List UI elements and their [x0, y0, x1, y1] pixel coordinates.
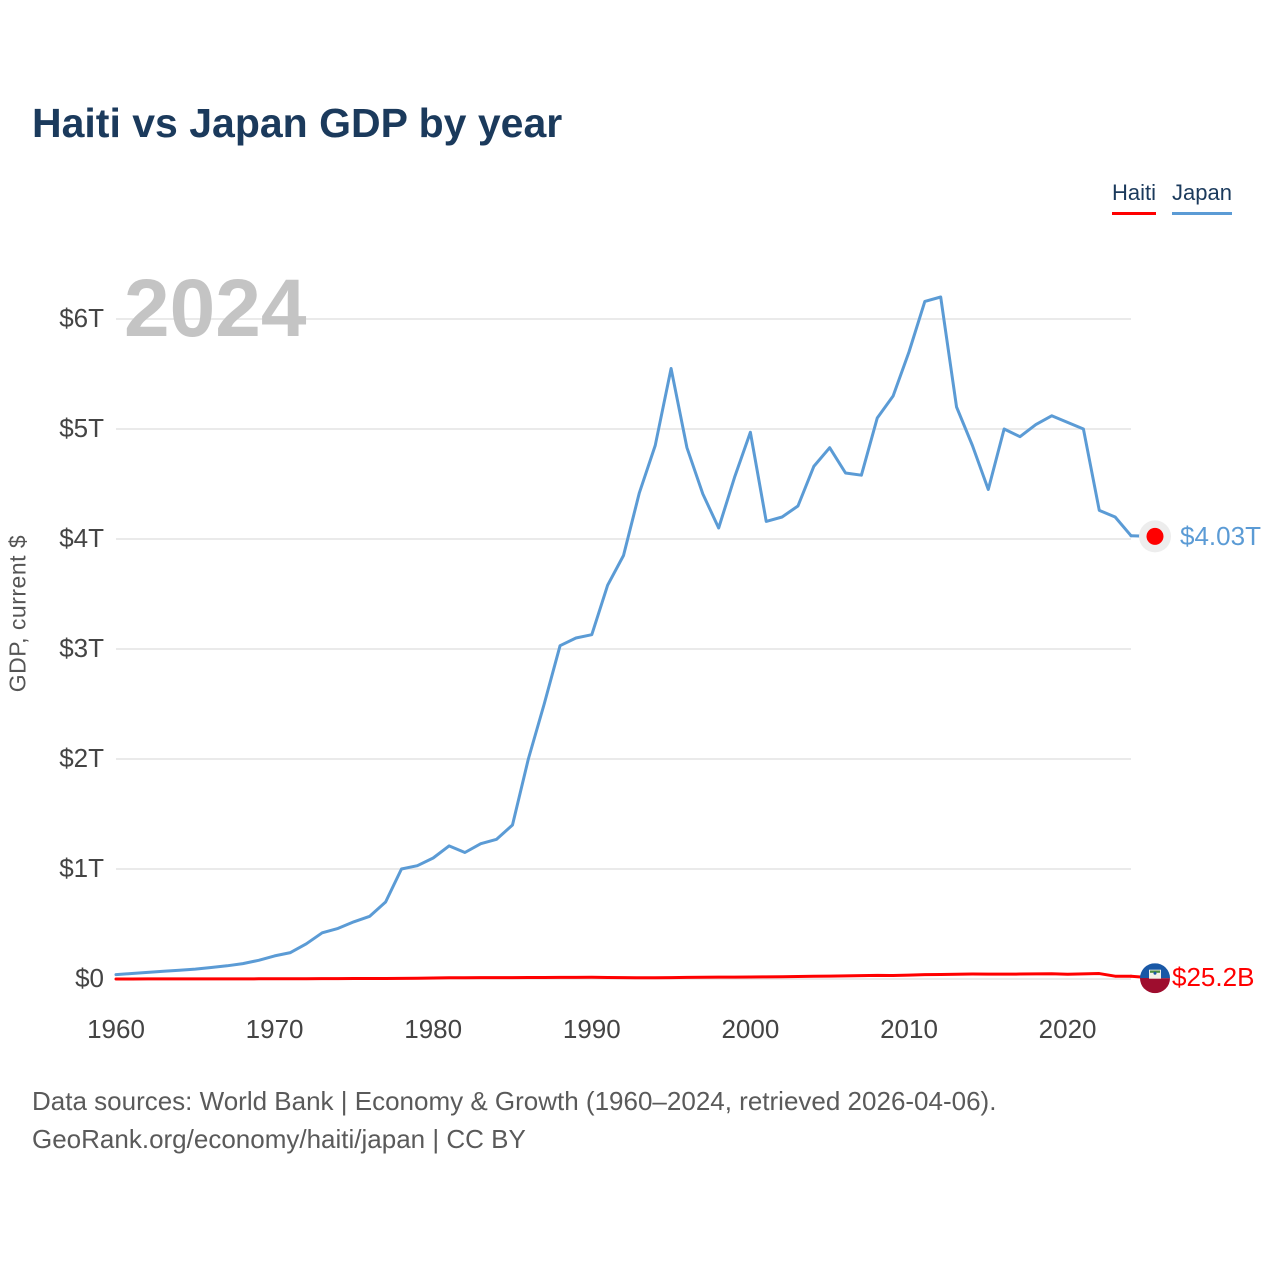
svg-text:1990: 1990 [563, 1014, 621, 1044]
svg-text:2020: 2020 [1039, 1014, 1097, 1044]
svg-text:1980: 1980 [404, 1014, 462, 1044]
svg-text:2010: 2010 [880, 1014, 938, 1044]
svg-text:$4T: $4T [59, 523, 104, 553]
svg-text:$2T: $2T [59, 743, 104, 773]
svg-text:$1T: $1T [59, 853, 104, 883]
svg-text:1970: 1970 [246, 1014, 304, 1044]
svg-text:$0: $0 [75, 963, 104, 993]
svg-text:$5T: $5T [59, 413, 104, 443]
svg-text:2000: 2000 [721, 1014, 779, 1044]
svg-text:1960: 1960 [87, 1014, 145, 1044]
svg-text:$3T: $3T [59, 633, 104, 663]
svg-text:$6T: $6T [59, 303, 104, 333]
